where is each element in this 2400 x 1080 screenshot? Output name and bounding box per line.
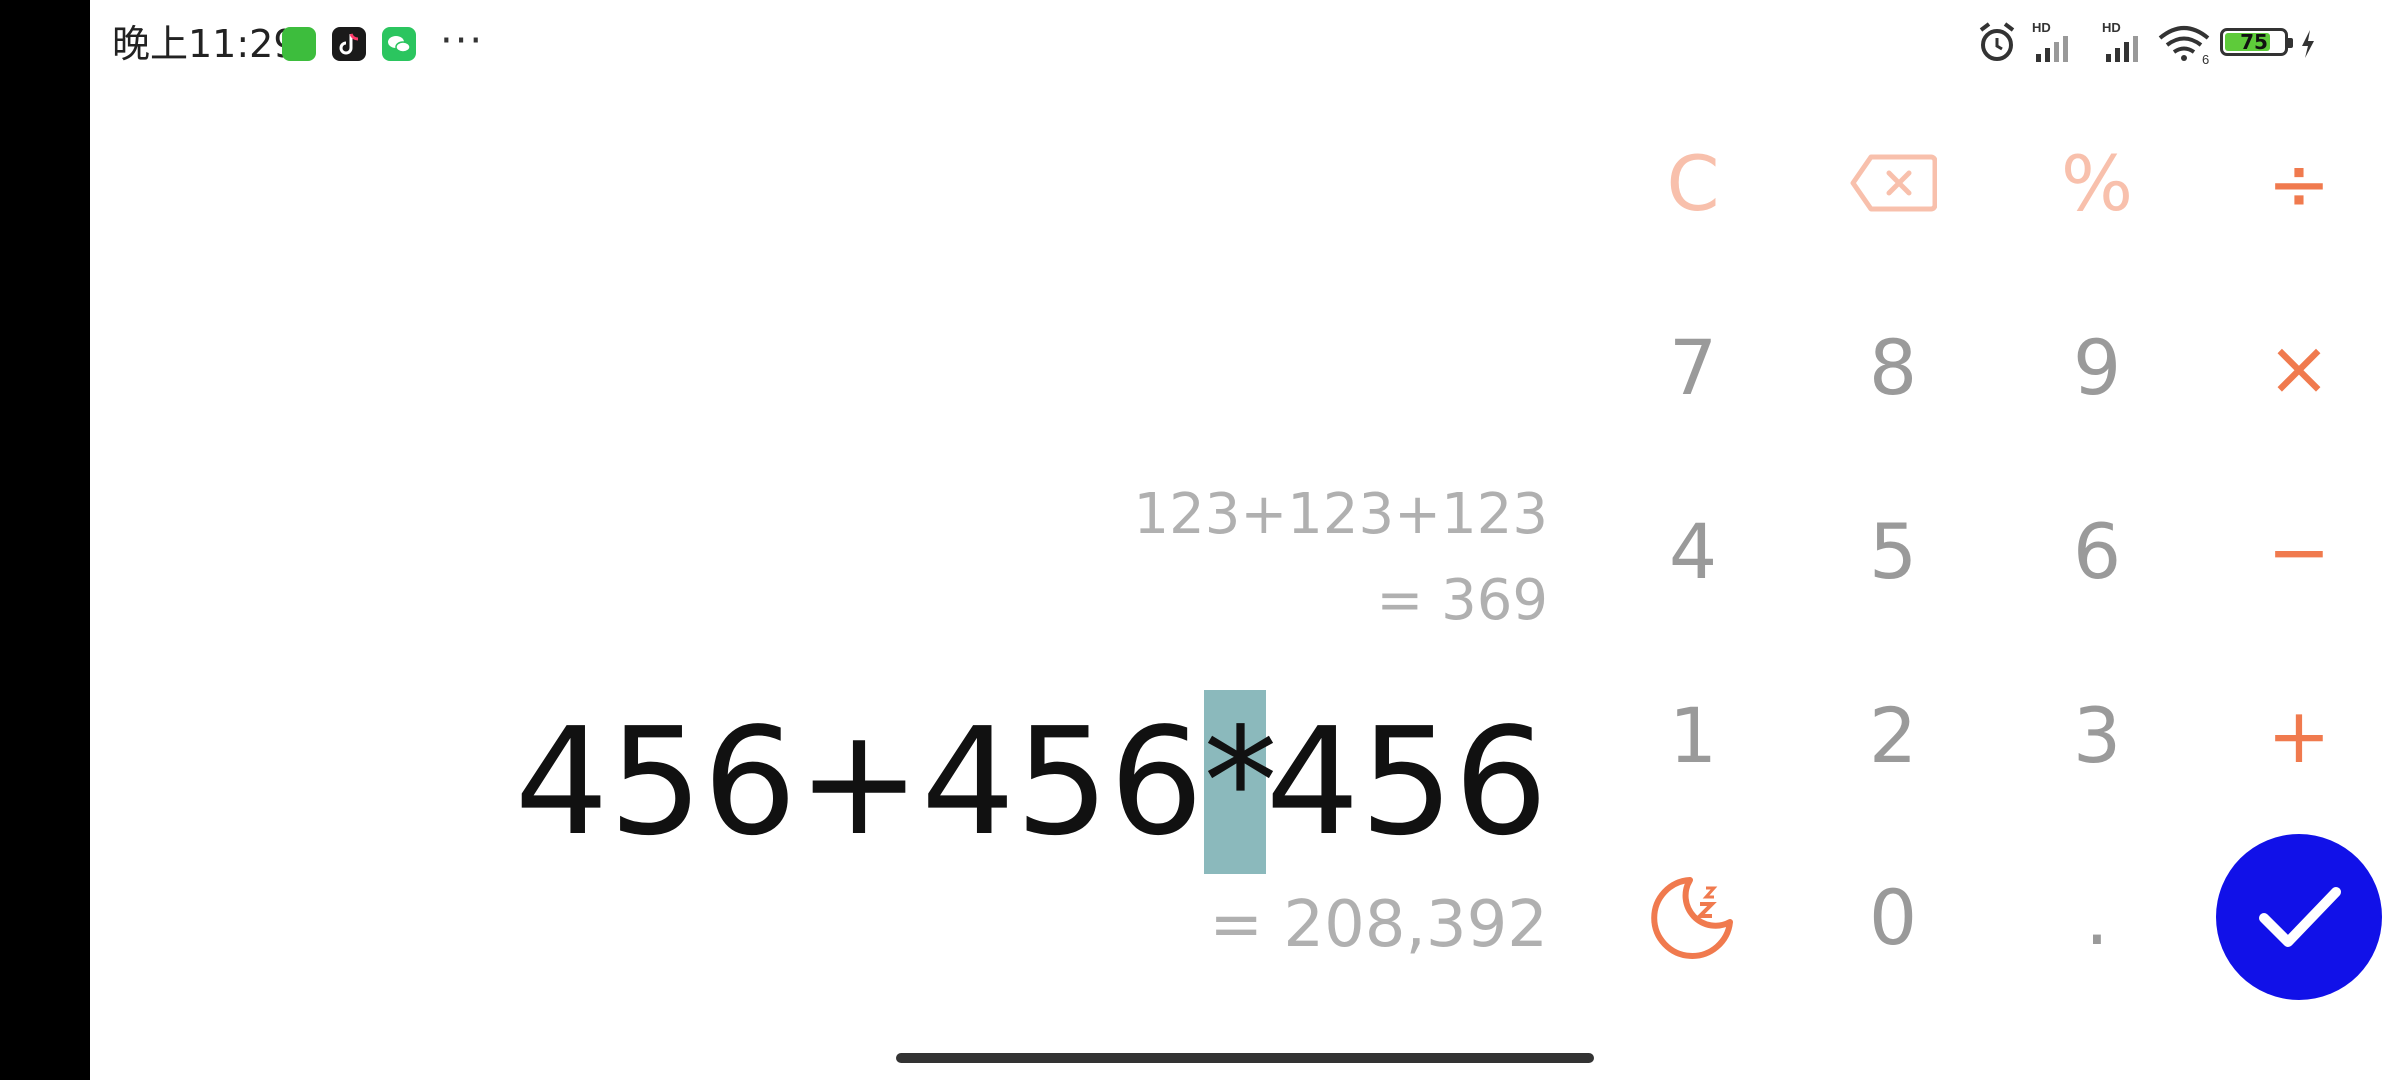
history-result[interactable]: = 369 [1376,568,1548,633]
cellular-signal-icon: HD [2032,20,2068,62]
plus-button[interactable]: + [2267,690,2331,780]
percent-button[interactable]: % [2060,138,2134,228]
minus-button[interactable]: − [2267,506,2331,596]
signal-2-label: HD [2102,20,2121,35]
battery-tip [2288,38,2293,48]
digit-6-button[interactable]: 6 [2072,506,2122,596]
tiktok-icon [332,27,366,61]
status-time: 晚上11:29 [112,22,298,66]
wechat-icon [382,27,416,61]
battery-indicator: 75 [2220,28,2293,56]
equals-button[interactable] [2216,834,2382,1000]
multiply-button[interactable]: × [2267,322,2331,412]
expression-display[interactable]: 456+456 * 456 [515,682,1548,882]
checkmark-icon [2259,887,2341,947]
digit-9-button[interactable]: 9 [2072,322,2122,412]
digit-7-button[interactable]: 7 [1668,322,1718,412]
digit-4-button[interactable]: 4 [1668,506,1718,596]
alarm-icon [1979,22,2015,61]
battery-level: 75 [2240,30,2268,54]
divide-button[interactable]: ÷ [2267,138,2331,228]
digit-1-button[interactable]: 1 [1668,690,1718,780]
digit-3-button[interactable]: 3 [2072,690,2122,780]
cellular-signal-2-icon: HD [2102,20,2138,62]
left-black-bar [0,0,90,1080]
digit-2-button[interactable]: 2 [1868,690,1918,780]
moon-sleep-icon [1651,877,1733,959]
digit-8-button[interactable]: 8 [1868,322,1918,412]
backspace-icon [1850,154,1937,212]
expression-part-before-cursor: 456+456 [514,696,1204,868]
digit-0-button[interactable]: 0 [1868,872,1918,962]
night-mode-button[interactable] [1618,852,1768,982]
decimal-button[interactable]: . [2084,872,2110,962]
backspace-button[interactable] [1818,118,1968,248]
battery-fill [2225,33,2270,51]
more-notifications-icon: ··· [440,18,485,64]
wifi-icon: 6 [2158,26,2210,66]
history-expression[interactable]: 123+123+123 [1133,482,1548,547]
charging-icon [2302,30,2314,58]
clear-button[interactable]: C [1666,138,1720,228]
home-indicator[interactable] [896,1053,1594,1063]
wifi-label: 6 [2202,52,2209,66]
digit-5-button[interactable]: 5 [1868,506,1918,596]
selected-operator: * [1203,690,1278,874]
app-notification-icon [282,27,316,61]
status-bar: 晚上11:29 ··· HD HD 6 75 [90,0,2400,88]
signal-1-label: HD [2032,20,2051,35]
expression-part-after-cursor: 456 [1265,696,1549,868]
result-preview: = 208,392 [1209,888,1548,962]
